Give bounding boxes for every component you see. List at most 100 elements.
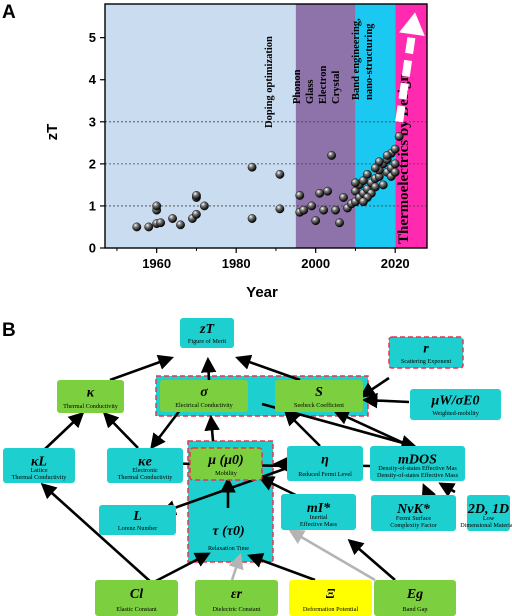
data-point	[156, 218, 166, 228]
node-symbol: η	[321, 453, 329, 468]
node-label: Lattice Thermal Conductivity	[12, 467, 68, 481]
x-axis-label: Year	[246, 284, 278, 301]
data-point	[176, 220, 185, 230]
svg-text:nano-structuring: nano-structuring	[364, 23, 375, 100]
trend-arrow-shaft	[395, 33, 416, 123]
data-point	[199, 201, 209, 211]
node-symbol: mDOS	[398, 453, 437, 468]
node-box	[289, 580, 372, 616]
gray-arrow-bandgap	[288, 529, 376, 582]
data-point	[192, 209, 201, 219]
x-tick-label: 1980	[222, 256, 251, 271]
node-label: Reduced Fermi Level	[298, 471, 352, 478]
era-label-doping: Doping optimization	[264, 36, 275, 128]
node-symbol: r	[423, 342, 429, 357]
y-axis-label: zT	[44, 124, 61, 141]
node-symbol: εr	[231, 587, 243, 602]
node-box	[281, 494, 356, 530]
node-symbol: κ	[87, 386, 95, 401]
data-point	[390, 159, 400, 169]
data-point	[370, 163, 380, 173]
data-point	[374, 157, 384, 167]
data-point	[358, 197, 368, 207]
y-tick-label: 3	[89, 114, 96, 129]
node-label: Band Gap	[403, 606, 428, 613]
y-tick-label: 1	[89, 198, 96, 213]
data-point	[152, 201, 162, 211]
data-point	[247, 162, 257, 172]
node-box	[287, 446, 363, 481]
data-point	[382, 151, 392, 160]
data-points	[132, 132, 404, 232]
node-label: Scattering Exponent	[401, 358, 452, 365]
node-box	[3, 448, 75, 483]
era-label-band: Band engineering, nano-structuring	[351, 18, 375, 100]
node-cl: Cl Elastic Constant	[95, 580, 178, 616]
data-point	[295, 191, 305, 200]
node-box	[160, 380, 248, 412]
svg-text:Electron: Electron	[318, 66, 329, 104]
data-point	[275, 204, 285, 214]
node-symbol: κe	[138, 455, 152, 470]
y-ticks: 0 1 2 3 4 5	[89, 30, 105, 256]
node-tau: τ (τ0) Relaxation Time	[208, 524, 249, 552]
data-point	[378, 180, 388, 190]
data-point	[144, 222, 154, 232]
node-box	[388, 336, 464, 369]
node-symbol: zT	[199, 322, 215, 337]
x-ticks: 1960 1980 2000 2020	[116, 248, 410, 271]
node-box	[57, 380, 124, 413]
node-eta: η Reduced Fermi Level	[287, 446, 363, 481]
panel-a-label: A	[2, 2, 16, 23]
node-box	[374, 580, 456, 616]
node-box	[371, 495, 456, 531]
node-label: Electronic Thermal Conductivity	[118, 467, 174, 481]
plot-frame	[104, 3, 428, 249]
data-point	[335, 218, 344, 228]
svg-text:Glass: Glass	[305, 79, 316, 104]
data-point	[319, 205, 329, 215]
data-point	[370, 182, 380, 192]
node-label: Electrical Conductivity	[175, 402, 233, 409]
node-xi: Ξ Deformation Potential	[289, 580, 372, 616]
node-mu: μ (μ0) Mobility	[189, 447, 263, 481]
node-symbol: σ	[200, 385, 208, 400]
trend-arrow	[395, 12, 425, 123]
node-label: Seebeck Coefficient	[294, 402, 344, 409]
node-nvk: NvK*Fermi Surface Complexity Factor	[371, 495, 456, 531]
node-box	[190, 448, 262, 480]
node-symbol: μW/σE0	[430, 394, 479, 409]
node-box	[410, 389, 501, 420]
data-point	[168, 214, 177, 223]
node-label: Density-of-states Effective Mas Density-o…	[377, 465, 459, 479]
data-point	[192, 191, 201, 200]
node-symbol: Ξ	[326, 587, 336, 602]
node-s: S Seebeck Coefficient	[275, 380, 363, 412]
node-symbol: μ (μ0)	[207, 453, 243, 468]
node-symbol: κL	[31, 455, 47, 470]
data-point	[390, 167, 400, 177]
svg-text:Band engineering,: Band engineering,	[351, 18, 362, 100]
node-symbol: L	[132, 509, 142, 524]
era-label-pgec: Phonon Glass Electron Crystal	[292, 66, 342, 104]
node-label: Lorenz Number	[118, 525, 157, 532]
node-symbol: NvK*	[396, 502, 431, 517]
node-box	[107, 448, 183, 483]
node-symbol: S	[315, 385, 323, 400]
data-point	[315, 188, 325, 198]
node-label: Dielectric Constant	[213, 606, 261, 613]
node-box	[95, 580, 178, 616]
svg-text:Phonon: Phonon	[292, 69, 303, 104]
node-label: Weighted-mobility	[432, 410, 479, 417]
node-box	[275, 380, 363, 412]
gray-arrow-dielectric	[228, 553, 244, 581]
svg-text:Crystal: Crystal	[331, 71, 342, 104]
